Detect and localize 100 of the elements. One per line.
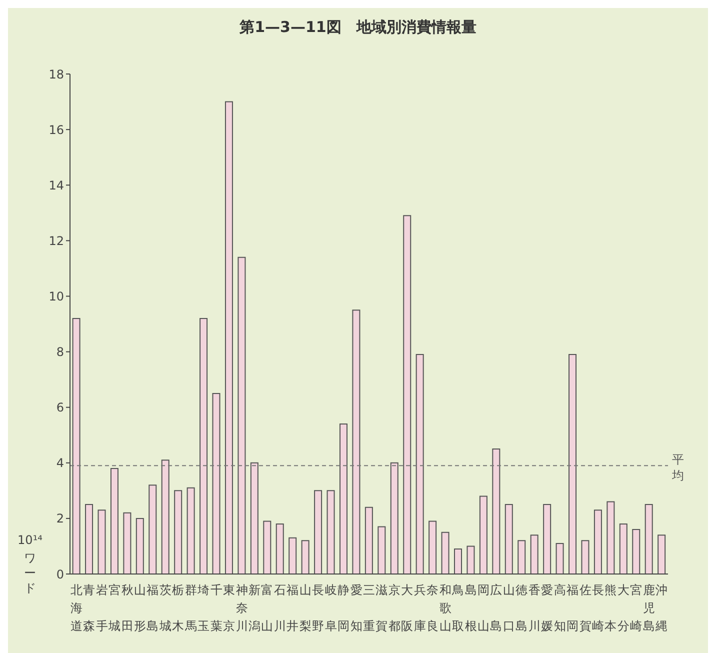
category-label: 徳島 — [516, 583, 528, 633]
y-tick-label: 2 — [56, 512, 64, 526]
category-label: 愛知 — [350, 583, 362, 633]
y-tick-label: 8 — [56, 345, 64, 360]
bar — [250, 462, 258, 574]
chart-title: 第1—3—11図 地域別消費情報量 — [238, 17, 478, 38]
bar — [378, 526, 386, 574]
bar — [530, 534, 538, 574]
category-label: 兵庫 — [414, 583, 426, 633]
category-label: 京都 — [388, 583, 400, 633]
bar — [466, 546, 475, 574]
bar — [263, 520, 272, 574]
bar — [479, 496, 488, 574]
bar — [568, 354, 577, 574]
bar — [148, 484, 157, 574]
category-label: 佐賀 — [579, 583, 592, 633]
x-tick-label: 和歌山 — [439, 583, 452, 633]
bar — [174, 490, 182, 574]
bar — [314, 490, 322, 574]
bar — [224, 101, 233, 574]
bar — [594, 510, 602, 574]
bar — [556, 542, 564, 574]
bar — [428, 520, 437, 574]
bar — [518, 540, 526, 574]
x-tick-label: 北海道 — [70, 583, 82, 633]
category-label: 石川 — [274, 583, 286, 633]
category-label: 茨城 — [159, 583, 172, 633]
y-tick-label: 14 — [48, 178, 64, 192]
category-label: 大阪 — [401, 583, 414, 633]
bar — [326, 490, 335, 574]
bar — [98, 510, 106, 574]
bar — [454, 548, 462, 574]
category-label: 岩手 — [96, 583, 108, 633]
bar — [632, 529, 640, 574]
category-label: 長崎 — [592, 583, 604, 633]
y-tick-label: 0 — [56, 567, 64, 582]
category-label: 長野 — [312, 583, 324, 633]
category-label: 大分 — [617, 583, 630, 633]
bar — [606, 501, 615, 574]
bar — [441, 532, 450, 574]
bar — [416, 354, 424, 574]
bar — [161, 460, 170, 574]
bar — [136, 518, 144, 574]
category-label: 福島 — [146, 583, 159, 633]
category-label: 東京 — [223, 583, 236, 633]
category-label: 高知 — [554, 583, 566, 633]
bar — [504, 504, 513, 574]
category-label: 秋田 — [121, 583, 134, 633]
category-label: 栃木 — [172, 583, 184, 633]
bar — [352, 310, 360, 574]
bar — [644, 504, 653, 574]
category-label: 山形 — [134, 583, 146, 633]
x-tick-label: 神奈川 — [236, 583, 248, 633]
bar — [123, 512, 132, 574]
category-label: 山口 — [502, 583, 515, 633]
category-label: 青森 — [83, 583, 96, 633]
category-label: 岡山 — [478, 583, 490, 633]
y-tick-label: 12 — [48, 234, 64, 248]
category-label: 奈良 — [426, 583, 439, 633]
category-label: 山梨 — [299, 583, 312, 633]
bar — [72, 318, 80, 574]
category-label: 鳥取 — [452, 583, 464, 633]
category-label: 福井 — [286, 583, 299, 633]
category-label: 埼玉 — [198, 583, 210, 633]
bar — [390, 462, 398, 574]
bar — [238, 256, 246, 574]
bar — [85, 504, 94, 574]
y-tick-label: 4 — [56, 456, 64, 470]
ref-line-label: 平均 — [671, 452, 684, 483]
y-tick-label: 16 — [48, 122, 64, 137]
category-label: 広島 — [490, 583, 502, 633]
bar — [492, 448, 500, 574]
category-label: 三重 — [363, 583, 375, 633]
category-label: 島根 — [464, 583, 477, 633]
x-tick-label: 鹿児島 — [642, 583, 655, 633]
bar — [619, 524, 628, 574]
bar — [200, 318, 208, 574]
category-label: 岐阜 — [324, 583, 337, 633]
category-label: 香川 — [528, 583, 540, 633]
bar — [288, 537, 297, 574]
category-label: 宮城 — [108, 583, 121, 633]
category-label: 富山 — [261, 583, 274, 633]
bar — [339, 424, 348, 574]
category-label: 新潟 — [248, 583, 260, 633]
category-label: 滋賀 — [376, 583, 388, 633]
category-label: 福岡 — [566, 583, 579, 633]
y-axis-title: 10¹⁴ ワード — [18, 533, 43, 595]
bar — [364, 506, 373, 574]
category-label: 静岡 — [338, 583, 350, 633]
category-label: 沖縄 — [656, 583, 668, 633]
category-label: 千葉 — [210, 583, 222, 633]
bar — [581, 540, 590, 574]
category-label: 群馬 — [184, 583, 197, 633]
bar — [212, 392, 220, 574]
bar — [110, 468, 118, 574]
category-label: 宮崎 — [630, 583, 642, 633]
bar — [543, 504, 552, 574]
category-label: 愛媛 — [541, 583, 554, 633]
category-label: 熊本 — [604, 583, 617, 633]
y-tick-label: 18 — [48, 67, 64, 82]
